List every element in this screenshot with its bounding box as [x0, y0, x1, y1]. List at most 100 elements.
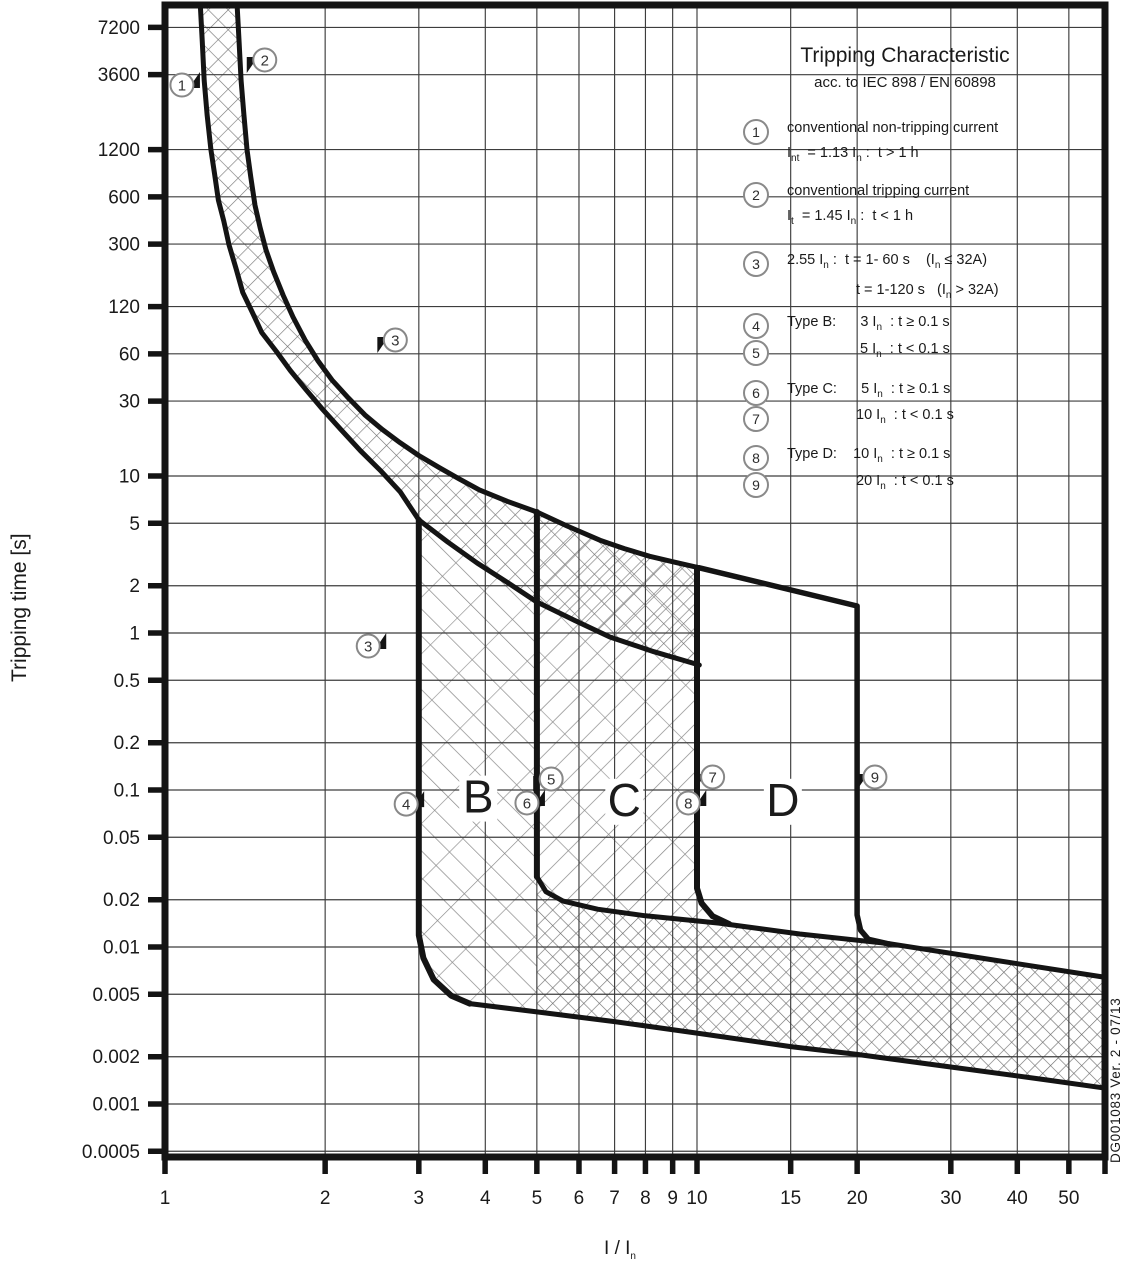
- chart-marker-2: 2: [246, 47, 278, 73]
- marker-number: 9: [871, 770, 879, 787]
- marker-circle: [355, 633, 381, 659]
- region-type_c: [536, 512, 730, 925]
- legend-marker-9: 9: [743, 472, 769, 498]
- legend-line: 2.55 In : t = 1- 60 s (In ≤ 32A): [787, 252, 988, 271]
- plot-frame: [161, 1, 1109, 1161]
- hatched-regions: [200, 5, 1106, 1089]
- legend-line: Type C: 5 In : t ≥ 0.1 s: [787, 381, 951, 400]
- legend-line: conventional tripping current: [787, 183, 970, 199]
- legend-line: 5 In : t < 0.1 s: [856, 341, 950, 360]
- y-tick-label: 0.0005: [82, 1142, 140, 1163]
- marker-number: 4: [402, 797, 410, 814]
- y-tick-label: 60: [119, 344, 140, 365]
- curve-magnetic_band_bottom: [467, 1001, 1108, 1091]
- legend-line: 20 In : t < 0.1 s: [856, 473, 954, 492]
- y-tick-label: 0.5: [114, 671, 140, 692]
- x-tick-label: 50: [1058, 1188, 1079, 1209]
- legend-marker-8: 8: [743, 445, 769, 471]
- marker-number: 8: [684, 795, 692, 812]
- y-tick-label: 5: [129, 514, 140, 535]
- x-tick-label: 40: [1007, 1188, 1028, 1209]
- y-tick-label: 0.1: [114, 781, 140, 802]
- chart-marker-8: 8: [675, 789, 707, 816]
- chart-marker-1: 1: [169, 72, 200, 98]
- chart-marker-4: 4: [393, 791, 425, 817]
- x-tick-label: 2: [320, 1188, 331, 1209]
- legend-line: 10 In : t < 0.1 s: [856, 407, 954, 426]
- legend-subtitle: acc. to IEC 898 / EN 60898: [814, 74, 996, 91]
- y-tick-label: 0.001: [92, 1095, 140, 1116]
- legend-marker-7: 7: [743, 406, 769, 432]
- y-tick-label: 0.2: [114, 733, 140, 754]
- x-tick-label: 3: [414, 1188, 425, 1209]
- y-tick-label: 0.002: [92, 1047, 140, 1068]
- chart-marker-5: 5: [533, 766, 564, 793]
- marker-circle: [538, 766, 564, 792]
- curve-type_d_boundary: [696, 565, 894, 948]
- legend-marker-2: 2: [743, 182, 769, 208]
- y-tick-label: 120: [108, 297, 140, 318]
- marker-circle: [862, 764, 888, 790]
- marker-circle: [514, 790, 540, 816]
- legend-line: It = 1.45 In : t < 1 h: [787, 208, 914, 227]
- region-label-D: D: [766, 774, 799, 826]
- chart-marker-7: 7: [694, 764, 726, 791]
- marker-number: 5: [547, 772, 555, 789]
- curve-cd_boundary: [694, 564, 733, 928]
- marker-number: 7: [708, 770, 716, 787]
- axis-ticks: [148, 24, 1108, 1174]
- marker-circle: [675, 790, 701, 816]
- region-magnetic_band: [536, 876, 1106, 1089]
- curve-thermal_non_tripping_limit: [197, 2, 702, 668]
- y-axis-title: Tripping time [s]: [8, 533, 31, 682]
- region-label-backing: [459, 775, 498, 822]
- marker-number: 3: [391, 332, 399, 349]
- x-tick-label: 1: [160, 1188, 171, 1209]
- legend-line: Type D: 10 In : t ≥ 0.1 s: [787, 446, 951, 465]
- marker-number: 3: [364, 639, 372, 656]
- x-tick-label: 20: [847, 1188, 868, 1209]
- x-axis-title: I / In: [604, 1238, 636, 1262]
- region-label-backing: [605, 778, 644, 825]
- legend-marker-1: 1: [743, 119, 769, 145]
- marker-circle: [252, 47, 278, 73]
- y-tick-label: 600: [108, 187, 140, 208]
- marker-number: 6: [523, 795, 531, 812]
- chart-marker-3: 3: [377, 327, 408, 353]
- chart-marker-3: 3: [355, 633, 387, 659]
- y-tick-label: 30: [119, 392, 140, 413]
- x-tick-label: 10: [686, 1188, 707, 1209]
- legend-marker-6: 6: [743, 380, 769, 406]
- x-tick-label: 8: [640, 1188, 651, 1209]
- marker-circle: [382, 327, 408, 353]
- y-tick-label: 0.005: [92, 985, 140, 1006]
- marker-circle: [169, 72, 195, 98]
- chart-marker-9: 9: [856, 764, 888, 791]
- y-tick-label: 0.01: [103, 938, 140, 959]
- chart-marker-6: 6: [514, 789, 545, 816]
- curve-type_b_min: [415, 516, 473, 1007]
- y-tick-label: 1200: [98, 140, 140, 161]
- marker-circle: [700, 764, 726, 790]
- marker-circle: [393, 791, 419, 817]
- legend-marker-3: 3: [743, 251, 769, 277]
- legend-line: Int = 1.13 In : t > 1 h: [787, 145, 919, 164]
- x-tick-label: 5: [532, 1188, 543, 1209]
- x-tick-label: 30: [940, 1188, 961, 1209]
- legend-line: conventional non-tripping current: [787, 120, 999, 136]
- x-tick-label: 9: [667, 1188, 678, 1209]
- x-tick-label: 4: [480, 1188, 491, 1209]
- x-tick-label: 6: [574, 1188, 585, 1209]
- y-tick-label: 7200: [98, 18, 140, 39]
- region-label-B: B: [463, 771, 494, 823]
- x-tick-label: 15: [780, 1188, 801, 1209]
- y-tick-label: 1: [129, 624, 140, 645]
- y-tick-label: 300: [108, 235, 140, 256]
- document-number: DG001083 Ver. 2 - 07/13: [1108, 997, 1123, 1163]
- legend-line: Type B: 3 In : t ≥ 0.1 s: [787, 314, 950, 333]
- x-tick-label: 7: [609, 1188, 620, 1209]
- marker-number: 1: [178, 78, 186, 95]
- legend-line: t = 1-120 s (In > 32A): [856, 282, 999, 301]
